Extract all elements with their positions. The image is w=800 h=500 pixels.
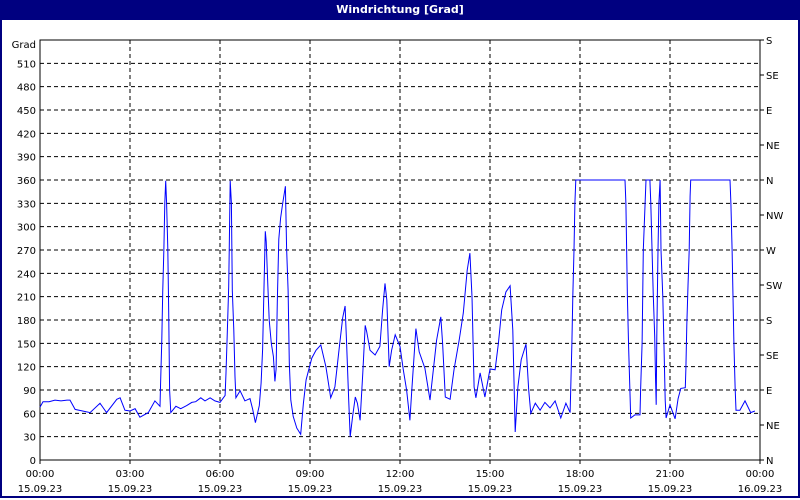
x-tick-time: 00:00 xyxy=(26,469,55,480)
y-tick-label: 150 xyxy=(17,339,36,350)
right-tick-label: SE xyxy=(766,351,779,362)
y-tick-label: 180 xyxy=(17,316,36,327)
x-tick-date: 16.09.23 xyxy=(738,484,783,495)
window-title: Windrichtung [Grad] xyxy=(0,0,800,20)
right-tick-label: NE xyxy=(766,421,780,432)
y-tick-label: 90 xyxy=(23,386,36,397)
x-tick-time: 21:00 xyxy=(656,469,685,480)
x-tick-date: 15.09.23 xyxy=(18,484,63,495)
y-tick-label: 330 xyxy=(17,199,36,210)
x-tick-date: 15.09.23 xyxy=(468,484,513,495)
y-tick-label: 300 xyxy=(17,223,36,234)
right-tick-label: S xyxy=(766,36,772,47)
x-tick-time: 03:00 xyxy=(116,469,145,480)
x-tick-time: 09:00 xyxy=(296,469,325,480)
right-tick-label: S xyxy=(766,316,772,327)
x-tick-date: 15.09.23 xyxy=(288,484,333,495)
y-tick-label: 60 xyxy=(23,409,36,420)
x-tick-time: 18:00 xyxy=(566,469,595,480)
right-tick-label: SE xyxy=(766,71,779,82)
x-tick-date: 15.09.23 xyxy=(558,484,603,495)
series-line xyxy=(39,179,756,437)
right-tick-label: N xyxy=(766,176,773,187)
y-tick-label: 360 xyxy=(17,176,36,187)
right-tick-label: NW xyxy=(766,211,783,222)
y-tick-label: 120 xyxy=(17,363,36,374)
y-tick-label: 390 xyxy=(17,153,36,164)
x-tick-date: 15.09.23 xyxy=(198,484,243,495)
x-tick-time: 15:00 xyxy=(476,469,505,480)
x-tick-time: 00:00 xyxy=(746,469,775,480)
x-tick-date: 15.09.23 xyxy=(648,484,693,495)
y-tick-label: 480 xyxy=(17,83,36,94)
plot-frame xyxy=(39,39,761,461)
x-tick-date: 15.09.23 xyxy=(108,484,153,495)
right-tick-label: SW xyxy=(766,281,782,292)
y-axis-label: Grad xyxy=(12,40,36,51)
y-tick-label: 0 xyxy=(30,456,36,467)
y-tick-label: 270 xyxy=(17,246,36,257)
y-tick-label: 450 xyxy=(17,106,36,117)
right-tick-label: NE xyxy=(766,141,780,152)
y-tick-label: 510 xyxy=(17,59,36,70)
y-tick-label: 30 xyxy=(23,433,36,444)
right-tick-label: N xyxy=(766,456,773,467)
x-tick-date: 15.09.23 xyxy=(378,484,423,495)
right-tick-label: E xyxy=(766,386,772,397)
x-tick-time: 12:00 xyxy=(386,469,415,480)
right-tick-label: W xyxy=(766,246,776,257)
y-tick-label: 420 xyxy=(17,129,36,140)
y-tick-label: 210 xyxy=(17,293,36,304)
right-tick-label: E xyxy=(766,106,772,117)
y-tick-label: 240 xyxy=(17,269,36,280)
x-tick-time: 06:00 xyxy=(206,469,235,480)
